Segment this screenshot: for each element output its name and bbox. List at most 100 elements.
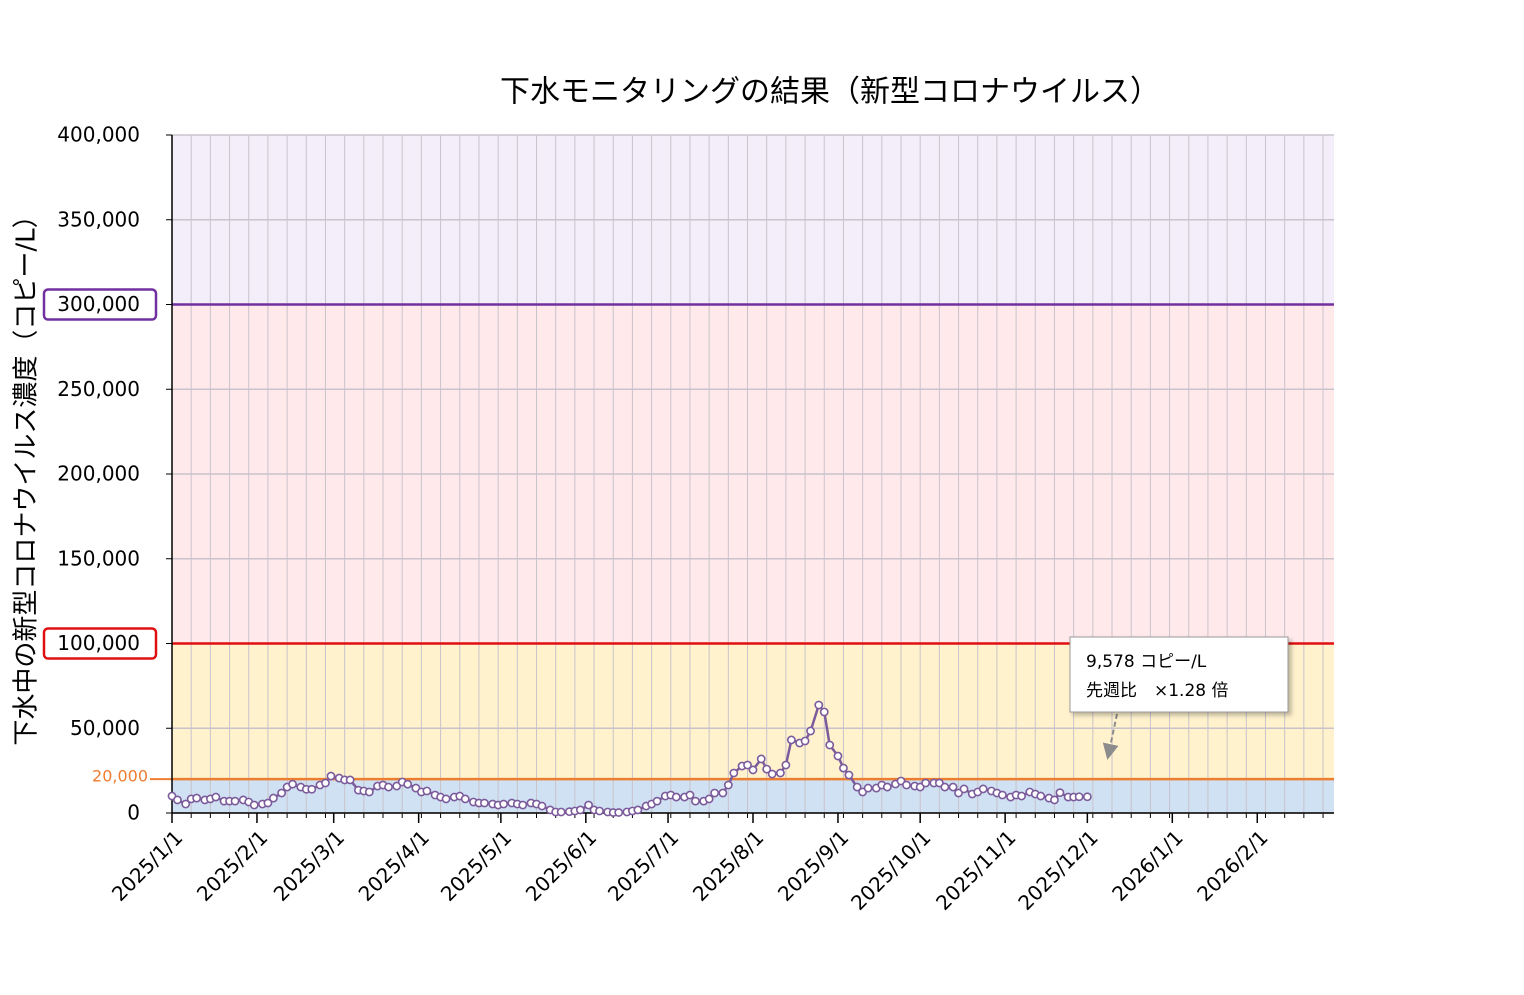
data-point — [756, 754, 766, 764]
x-tick-label: 2025/5/1 — [436, 825, 516, 905]
data-point — [852, 782, 862, 792]
y-tick-label: 300,000 — [57, 292, 140, 316]
y-axis-label: 下水中の新型コロナウイルス濃度（コピー/L） — [12, 202, 42, 745]
data-point — [839, 763, 848, 773]
data-point — [863, 783, 873, 793]
data-point — [948, 782, 958, 792]
data-point — [288, 779, 297, 789]
x-tick-label: 2025/11/1 — [931, 825, 1020, 914]
data-point — [762, 764, 772, 774]
data-point — [403, 779, 413, 789]
data-point — [844, 770, 854, 780]
data-point — [978, 784, 988, 794]
data-point — [364, 787, 374, 797]
data-point — [633, 805, 643, 815]
data-point — [825, 740, 835, 750]
data-point — [480, 798, 489, 808]
data-point — [384, 782, 393, 792]
data-point — [767, 769, 777, 779]
data-point — [833, 751, 843, 761]
data-point — [518, 800, 528, 810]
data-point — [691, 796, 700, 806]
threshold-label: 20,000 — [92, 767, 148, 786]
data-point — [277, 788, 287, 798]
data-point — [1050, 795, 1059, 805]
data-point — [921, 778, 931, 788]
data-point — [748, 765, 758, 775]
x-tick-label: 2025/3/1 — [269, 825, 349, 905]
data-point — [345, 775, 355, 785]
data-point — [614, 808, 624, 817]
data-point — [537, 801, 547, 811]
data-point — [499, 799, 509, 809]
data-point — [584, 800, 593, 810]
data-point — [652, 796, 662, 806]
data-point — [1055, 788, 1065, 798]
data-point — [422, 786, 432, 796]
data-point — [1074, 792, 1084, 802]
x-tick-label: 2026/2/1 — [1192, 825, 1272, 905]
data-point — [997, 790, 1007, 800]
data-point — [1017, 791, 1026, 801]
data-point — [1036, 791, 1046, 801]
y-tick-label: 0 — [127, 801, 140, 825]
data-point — [940, 782, 950, 792]
data-point — [723, 780, 733, 790]
data-point — [269, 793, 278, 803]
x-tick-label: 2025/1/1 — [107, 825, 187, 905]
x-tick-label: 2025/8/1 — [688, 825, 768, 905]
x-tick-label: 2025/2/1 — [192, 825, 272, 905]
data-point — [595, 806, 604, 816]
data-point — [685, 790, 695, 800]
y-tick-label: 250,000 — [57, 377, 140, 401]
data-point — [710, 788, 720, 798]
data-point — [230, 796, 240, 806]
annotation-text: 9,578 コピー/L — [1086, 652, 1207, 672]
data-point — [718, 788, 728, 798]
data-point — [575, 805, 585, 815]
data-point — [556, 807, 566, 817]
data-point — [729, 768, 739, 778]
x-tick-label: 2025/10/1 — [846, 825, 935, 914]
data-point — [902, 780, 911, 790]
annotation-arrow — [1102, 713, 1119, 760]
data-point — [781, 760, 791, 770]
chart-title: 下水モニタリングの結果（新型コロナウイルス） — [500, 75, 1160, 110]
x-tick-label: 2025/7/1 — [603, 825, 683, 905]
x-tick-label: 2025/4/1 — [354, 825, 434, 905]
data-point — [743, 760, 752, 770]
x-tick-label: 2025/12/1 — [1013, 825, 1102, 914]
data-point — [173, 795, 182, 805]
data-point — [671, 792, 681, 802]
data-point — [326, 771, 336, 781]
data-point — [776, 768, 785, 778]
y-tick-label: 100,000 — [57, 631, 140, 655]
threshold-label-box — [42, 288, 158, 321]
data-point — [307, 784, 317, 794]
annotation-box — [1069, 636, 1289, 713]
annotation-text: 先週比 ×1.28 倍 — [1086, 681, 1229, 701]
data-point — [192, 793, 202, 803]
data-point — [819, 707, 829, 717]
y-tick-label: 150,000 — [57, 546, 140, 570]
data-point — [441, 794, 451, 804]
y-tick-label: 50,000 — [70, 716, 140, 740]
y-tick-label: 400,000 — [57, 123, 140, 147]
y-tick-label: 350,000 — [57, 207, 140, 231]
data-point — [460, 794, 470, 804]
data-point — [249, 800, 259, 810]
threshold-label-box — [42, 627, 158, 660]
x-tick-label: 2026/1/1 — [1107, 825, 1187, 905]
data-point — [211, 792, 221, 802]
x-tick-label: 2025/6/1 — [521, 825, 601, 905]
data-point — [263, 798, 273, 808]
data-point — [806, 726, 815, 736]
data-point — [321, 778, 330, 788]
data-point — [814, 700, 824, 710]
y-tick-label: 200,000 — [57, 462, 140, 486]
band — [172, 779, 1334, 813]
data-point — [1082, 792, 1092, 802]
data-point — [704, 794, 714, 804]
